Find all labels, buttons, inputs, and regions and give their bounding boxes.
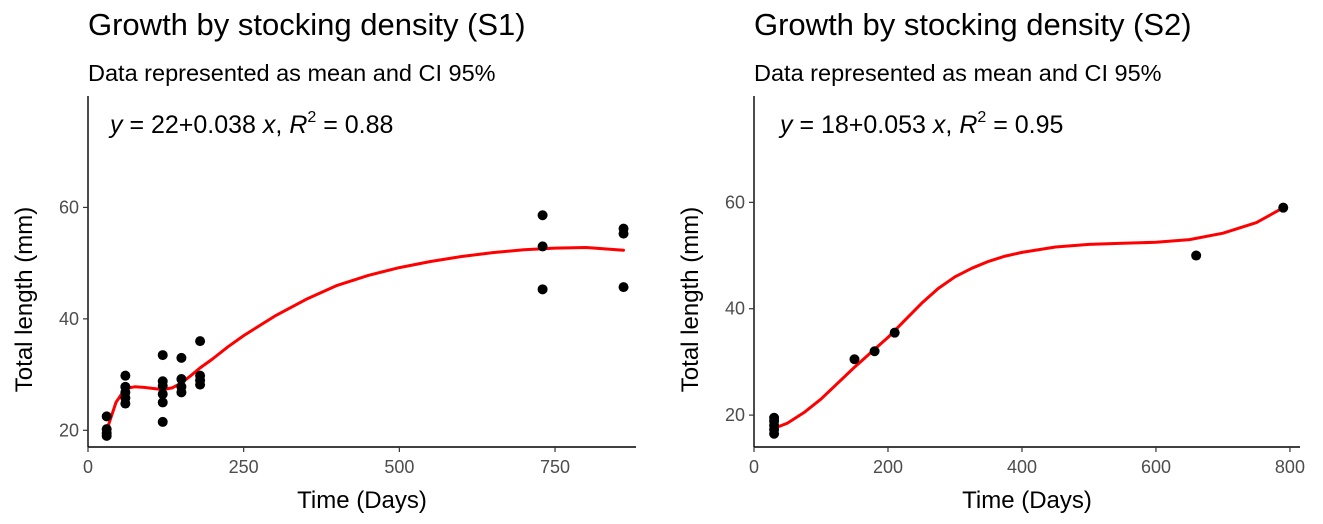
- data-point: [537, 241, 548, 252]
- y-tick-label: 40: [725, 299, 745, 319]
- data-point: [618, 282, 629, 293]
- data-point: [157, 397, 168, 408]
- x-axis-title: Time (Days): [962, 487, 1092, 514]
- data-point: [537, 210, 548, 221]
- data-point: [120, 370, 131, 381]
- x-tick-label: 400: [1007, 457, 1037, 477]
- y-tick-label: 60: [59, 197, 79, 217]
- data-point: [869, 346, 880, 357]
- data-point: [176, 352, 187, 363]
- data-point: [195, 336, 206, 347]
- data-point: [176, 374, 187, 385]
- x-tick-label: 500: [384, 457, 414, 477]
- data-point: [176, 381, 187, 392]
- x-tick-label: 0: [749, 457, 759, 477]
- chart-subtitle: Data represented as mean and CI 95%: [754, 60, 1162, 86]
- chart-title: Growth by stocking density (S2): [754, 7, 1192, 42]
- x-tick-label: 250: [229, 457, 259, 477]
- y-tick-label: 20: [59, 420, 79, 440]
- data-point: [195, 370, 206, 381]
- y-axis-title: Total length (mm): [11, 207, 38, 392]
- data-point: [120, 381, 131, 392]
- y-axis-title: Total length (mm): [677, 207, 704, 392]
- y-tick-label: 20: [725, 405, 745, 425]
- data-point: [1191, 250, 1202, 261]
- data-point: [101, 424, 112, 435]
- chart-subtitle: Data represented as mean and CI 95%: [88, 60, 496, 86]
- data-point: [618, 223, 629, 234]
- data-point: [1278, 202, 1289, 213]
- data-point: [889, 327, 900, 338]
- chart-title: Growth by stocking density (S1): [88, 7, 526, 42]
- data-point: [157, 389, 168, 400]
- x-tick-label: 200: [873, 457, 903, 477]
- smooth-trend-line: [105, 246, 625, 432]
- y-tick-label: 60: [725, 192, 745, 212]
- regression-equation: y = 22+0.038 x, R2 = 0.88: [108, 109, 393, 139]
- regression-equation: y = 18+0.053 x, R2 = 0.95: [778, 109, 1063, 139]
- data-point: [157, 350, 168, 361]
- x-tick-label: 600: [1141, 457, 1171, 477]
- data-point: [101, 411, 112, 422]
- data-point: [157, 416, 168, 427]
- data-point: [769, 412, 780, 423]
- y-tick-label: 40: [59, 309, 79, 329]
- smooth-trend-line: [772, 206, 1285, 430]
- chart-panel-s1: 20 40 60 0 250 500 750 Time (Days) Total length …: [11, 7, 636, 514]
- chart-panel-s2: 20 40 60 0 200 400 600 800 Time (Days) Total leng…: [662, 0, 1323, 524]
- data-point: [157, 376, 168, 387]
- x-axis-title: Time (Days): [297, 487, 427, 514]
- data-point: [537, 284, 548, 295]
- chart-s1-svg: 20 40 60 0 250 500 750 Time (Days) Total length …: [11, 96, 636, 514]
- x-tick-label: 0: [83, 457, 93, 477]
- x-tick-label: 800: [1275, 457, 1305, 477]
- x-tick-label: 750: [540, 457, 570, 477]
- data-point: [849, 354, 860, 365]
